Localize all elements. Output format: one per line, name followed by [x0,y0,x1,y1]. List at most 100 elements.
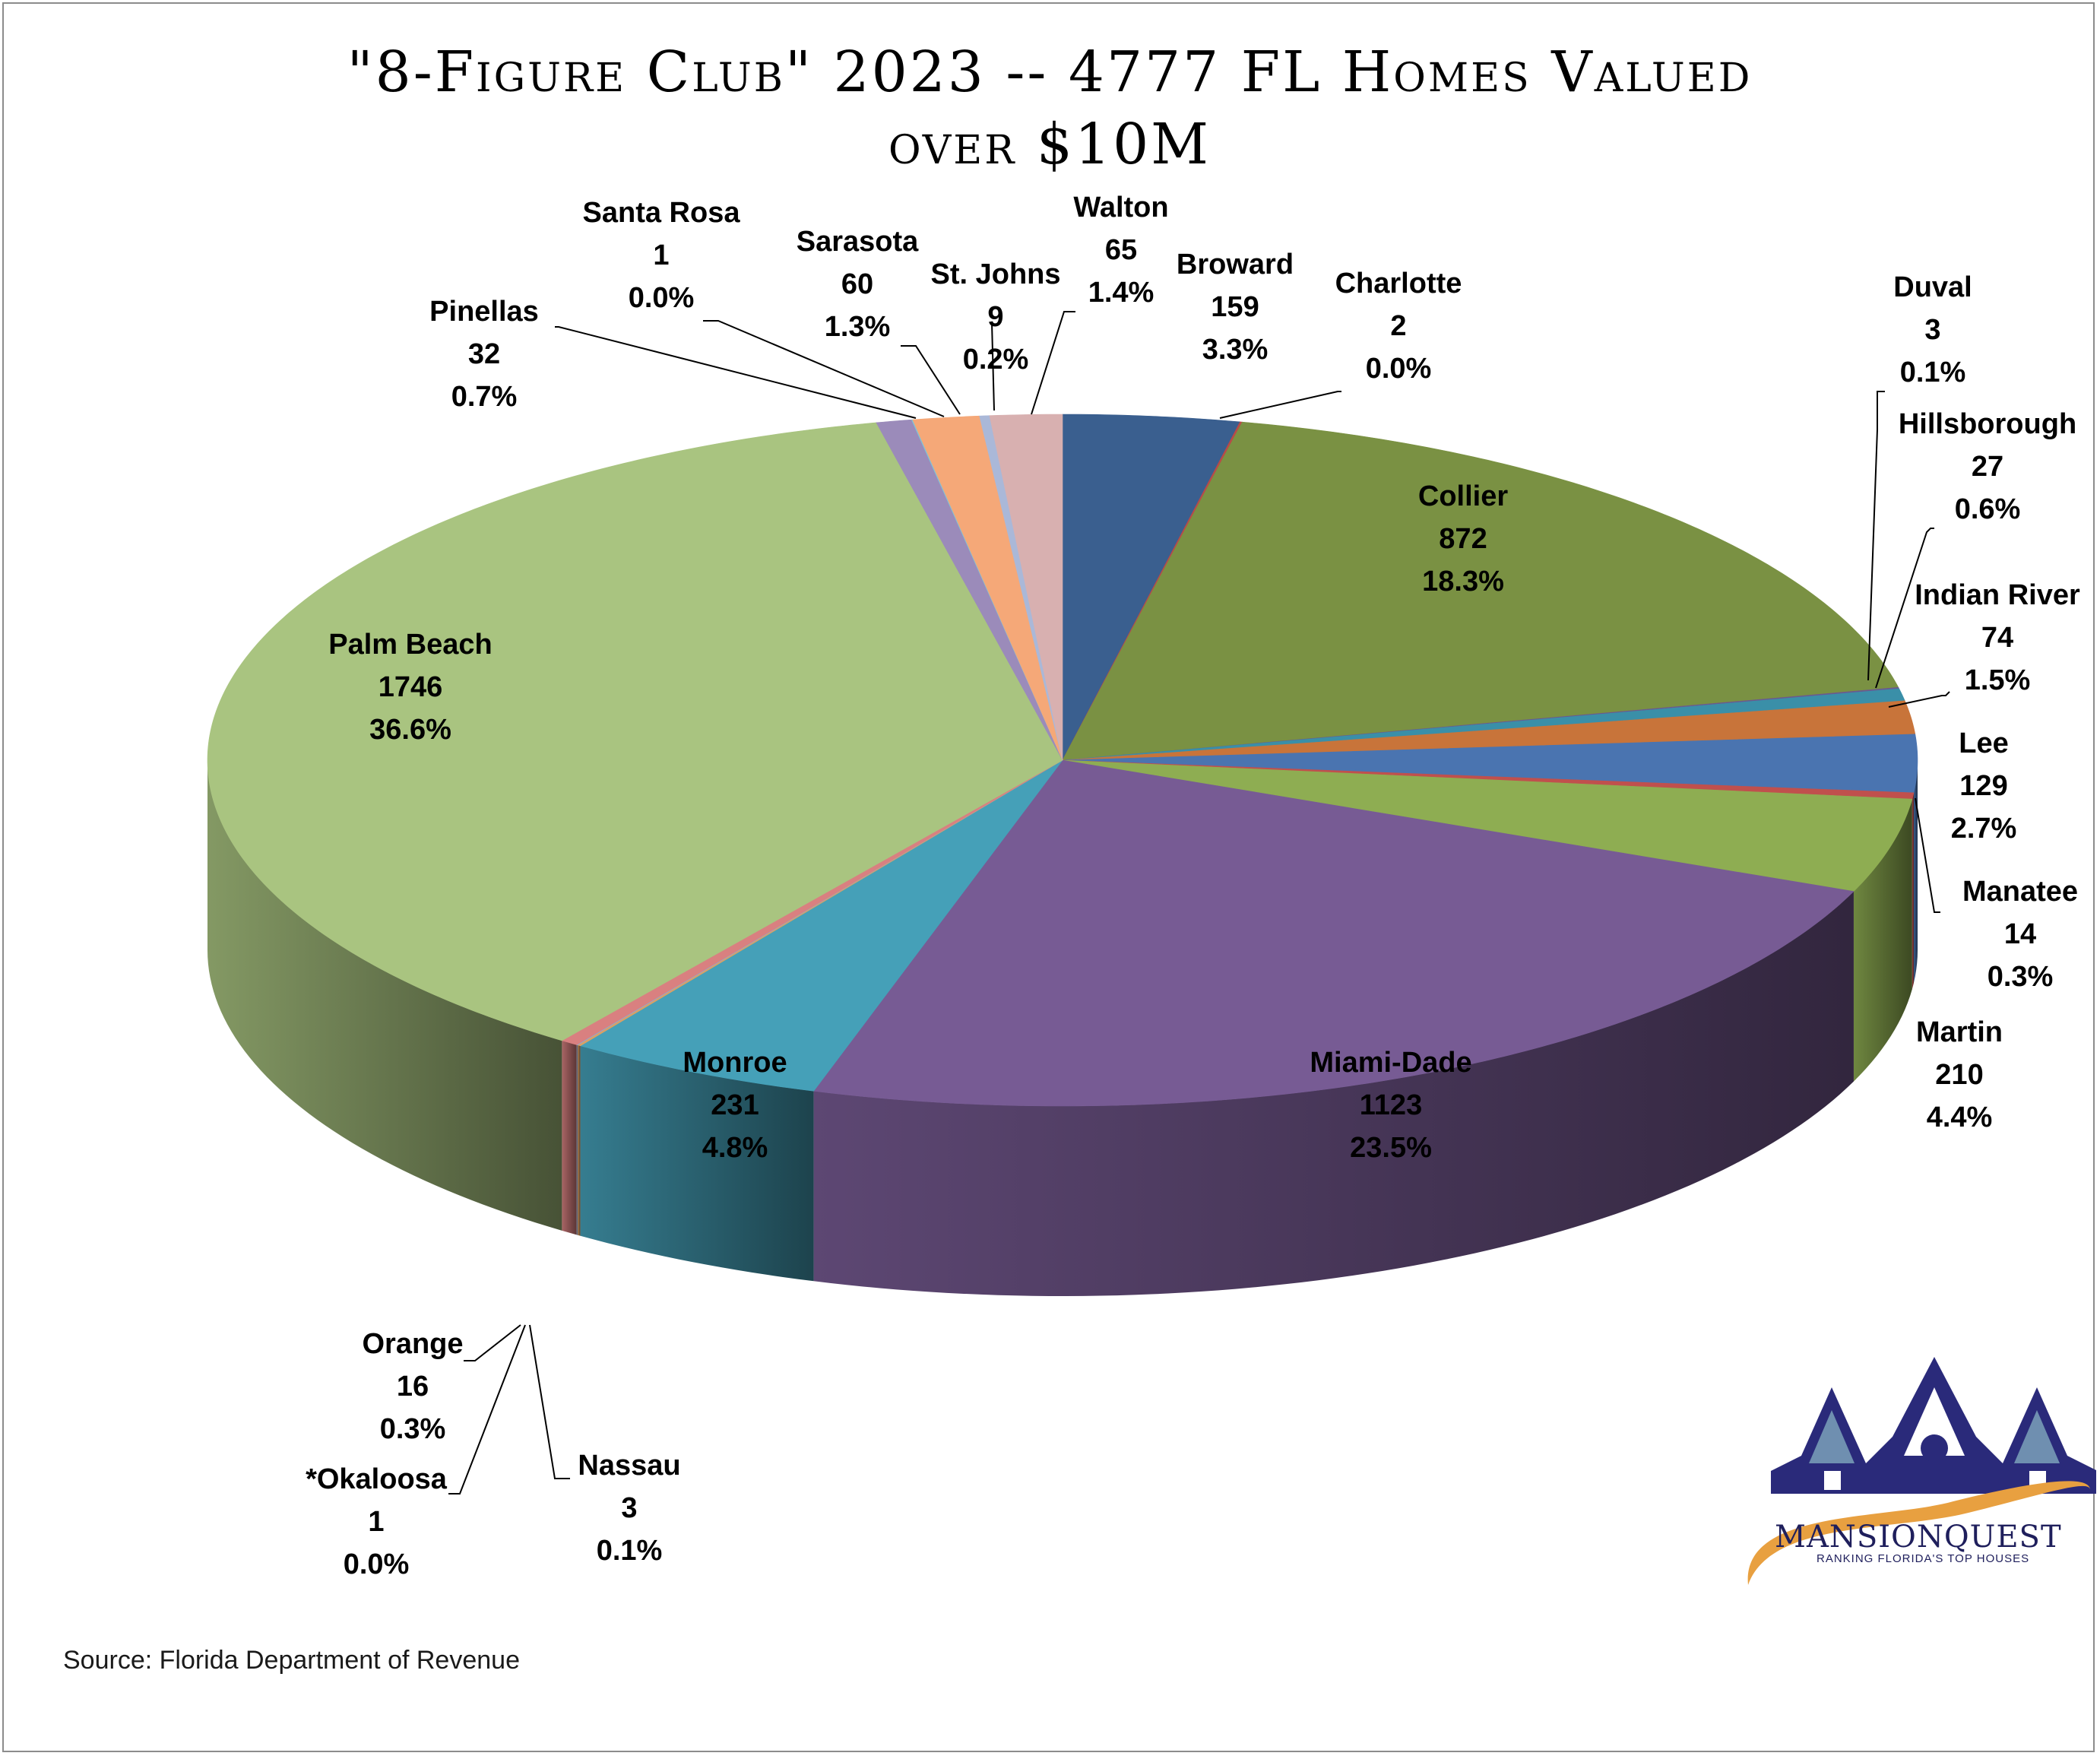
label-name-walton: Walton [1073,192,1168,223]
leader-manatee [1915,797,1940,913]
label-name-collier: Collier [1418,480,1508,512]
label-percent-monroe: 4.8% [702,1132,768,1164]
label-name-orange: Orange [362,1328,463,1360]
label-value-duval: 3 [1924,314,1940,346]
label-percent-lee: 2.7% [1951,813,2017,845]
label-value-santa-rosa: 1 [653,239,669,271]
label-value-indian-river: 74 [1981,622,2013,654]
label-percent-miami-dade: 23.5% [1350,1132,1432,1164]
label-percent-nassau: 0.1% [597,1535,663,1567]
pie-sides [207,760,1918,1296]
leader-walton [1031,311,1075,415]
slice-indian-river [1062,700,1916,761]
slice-monroe [579,759,1063,1092]
side-lee [1913,760,1918,983]
label-percent-indian-river: 1.5% [1965,664,2031,696]
label-name-broward: Broward [1177,249,1294,281]
side-orange [562,1040,577,1235]
mansionquest-logo: MANSIONQUEST RANKING FLORIDA'S TOP HOUSE… [1747,1357,2096,1585]
label-name-monroe: Monroe [683,1047,787,1079]
label-name-pinellas: Pinellas [429,296,539,328]
label-percent-palm-beach: 36.6% [369,714,451,746]
label-name-st-johns: St. Johns [930,258,1060,290]
label-value-miami-dade: 1123 [1360,1089,1422,1121]
leader-st-johns [991,322,995,411]
label-name-sarasota: Sarasota [797,226,919,258]
logo-tagline: RANKING FLORIDA'S TOP HOUSES [1817,1552,2029,1565]
slice-sarasota [912,415,1063,761]
label-value-monroe: 231 [711,1089,759,1121]
label-value-nassau: 3 [621,1492,637,1524]
label-percent-charlotte: 0.0% [1366,353,1432,385]
label-percent-broward: 3.3% [1202,334,1269,366]
label-percent-pinellas: 0.7% [451,381,518,413]
slice-collier [1062,421,1899,761]
leader-charlotte [1219,391,1341,419]
side-palm-beach [207,760,562,1231]
label-value-okaloosa: 1 [368,1506,384,1538]
label-percent-manatee: 0.3% [1988,961,2054,993]
slice-pinellas [876,419,1063,761]
leader-lines [448,311,1950,1495]
label-name-santa-rosa: Santa Rosa [583,197,741,229]
source-note: Source: Florida Department of Revenue [63,1646,520,1675]
side-martin [1853,799,1912,1082]
side-miami-dade [813,891,1854,1296]
data-labels: Broward 159 3.3% Charlotte 2 0.0% Collier 872 18… [306,192,2080,1580]
slice-miami-dade [813,759,1855,1107]
leader-sarasota [901,345,961,415]
leader-pinellas [555,326,917,419]
label-name-martin: Martin [1916,1016,2003,1048]
label-value-st-johns: 9 [987,301,1003,333]
label-name-palm-beach: Palm Beach [328,629,492,661]
label-value-charlotte: 2 [1390,310,1406,342]
chart-title-line-2: over $10M [888,112,1211,177]
label-value-walton: 65 [1105,234,1137,266]
label-value-sarasota: 60 [841,268,873,300]
leader-okaloosa [448,1324,526,1495]
label-percent-okaloosa: 0.0% [344,1548,410,1580]
label-percent-sarasota: 1.3% [825,311,891,343]
side-okaloosa [576,1044,578,1235]
label-name-nassau: Nassau [578,1450,680,1482]
label-value-orange: 16 [397,1371,429,1403]
leader-indian-river [1888,691,1950,708]
label-name-lee: Lee [1959,727,2008,759]
label-value-hillsborough: 27 [1972,451,2003,483]
label-percent-martin: 4.4% [1927,1101,1993,1133]
slice-walton [989,414,1063,761]
label-name-miami-dade: Miami-Dade [1310,1047,1471,1079]
pie-slices [207,414,1918,1107]
label-name-indian-river: Indian River [1915,579,2080,611]
label-percent-collier: 18.3% [1422,566,1504,597]
label-percent-st-johns: 0.2% [963,344,1029,376]
label-name-okaloosa: *Okaloosa [306,1463,448,1495]
label-value-manatee: 14 [2004,918,2036,950]
label-value-palm-beach: 1746 [379,671,443,703]
label-value-martin: 210 [1935,1059,1983,1091]
label-name-duval: Duval [1893,271,1972,303]
label-value-pinellas: 32 [468,338,500,370]
label-value-lee: 129 [1959,770,2007,802]
leader-duval [1867,391,1885,681]
slice-palm-beach [207,422,1063,1041]
label-percent-duval: 0.1% [1900,357,1966,388]
label-percent-santa-rosa: 0.0% [629,282,695,314]
leader-orange [464,1324,521,1361]
label-name-hillsborough: Hillsborough [1899,408,2076,440]
leader-hillsborough [1875,528,1934,689]
leader-nassau [529,1324,570,1479]
label-name-manatee: Manatee [1962,876,2078,908]
leader-santa-rosa [703,320,945,417]
label-name-charlotte: Charlotte [1335,268,1462,300]
label-value-collier: 872 [1439,523,1487,555]
slice-martin [1062,759,1913,892]
label-value-broward: 159 [1211,291,1259,323]
slice-lee [1062,734,1918,794]
chart-title-line-1: "8-Figure Club" 2023 -- 4777 FL Homes Va… [347,40,1753,105]
side-nassau [577,1044,581,1236]
logo-name: MANSIONQUEST [1775,1520,2062,1555]
label-percent-walton: 1.4% [1088,277,1155,309]
chart-title: "8-Figure Club" 2023 -- 4777 FL Homes Va… [347,40,1753,177]
